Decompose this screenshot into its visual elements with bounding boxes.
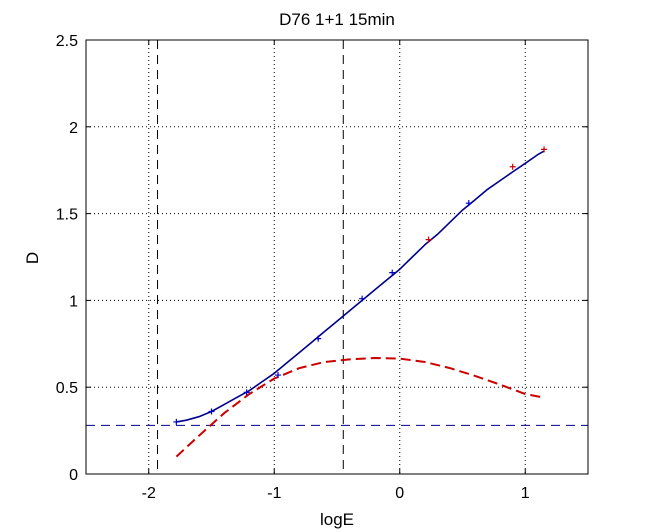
axis-ticks: -2 -1 0 1 0 0.5 1 1.5 2 2.5	[56, 33, 588, 502]
y-tick-label: 1.5	[56, 207, 78, 224]
chart-title: D76 1+1 15min	[279, 10, 395, 29]
plot-frame	[85, 39, 589, 475]
data-point-marker	[509, 163, 516, 170]
x-axis-label: logE	[320, 510, 354, 529]
data-point-marker	[541, 146, 548, 153]
data-points	[173, 146, 548, 425]
y-tick-label: 0	[69, 467, 78, 484]
data-point-marker	[275, 372, 282, 379]
data-point-marker	[173, 418, 180, 425]
data-point-marker	[389, 269, 396, 276]
reference-lines	[86, 40, 588, 474]
y-tick-label: 1	[69, 293, 78, 310]
x-tick-label: 0	[395, 485, 404, 502]
data-point-marker	[243, 389, 250, 396]
y-tick-label: 2	[69, 120, 78, 137]
data-point-marker	[359, 295, 366, 302]
data-point-marker	[315, 335, 322, 342]
y-tick-label: 0.5	[56, 380, 78, 397]
series-line-2	[175, 357, 545, 458]
y-axis-label: D	[23, 252, 42, 264]
data-point-marker	[465, 200, 472, 207]
grid-lines	[86, 40, 588, 474]
y-tick-label: 2.5	[56, 33, 78, 50]
data-point-marker	[208, 408, 215, 415]
x-tick-label: -2	[142, 485, 156, 502]
data-point-marker	[425, 236, 432, 243]
x-tick-label: 1	[521, 485, 530, 502]
x-tick-label: -1	[267, 485, 281, 502]
